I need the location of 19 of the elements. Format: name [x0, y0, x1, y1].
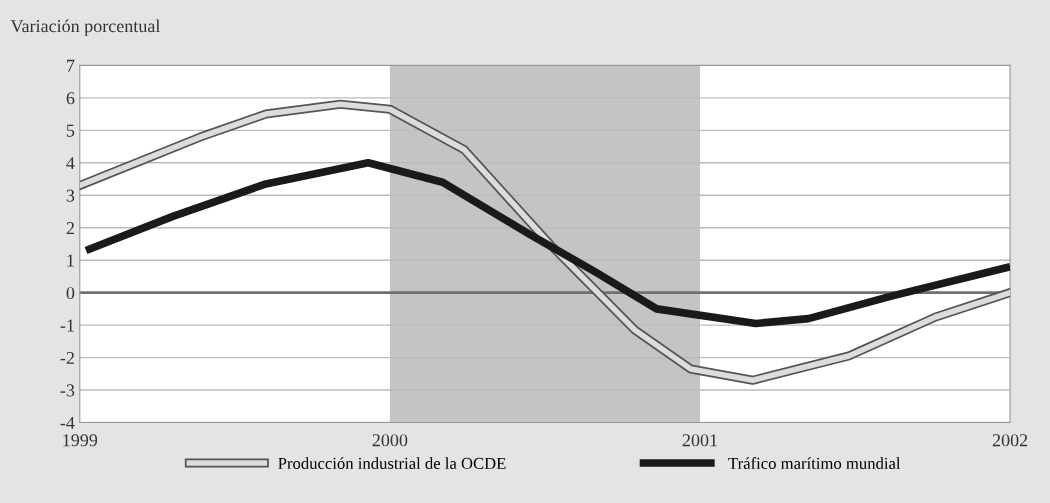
- x-tick-label: 2000: [372, 434, 408, 447]
- x-tick-label: 2002: [992, 434, 1028, 447]
- y-tick-label: 0: [66, 286, 75, 300]
- y-tick-label: 2: [66, 222, 74, 234]
- y-tick-label: -4: [60, 416, 75, 429]
- x-tick-label: 1999: [63, 434, 98, 447]
- legend-label: Producción industrial de la OCDE: [278, 457, 506, 469]
- y-tick-label: 6: [66, 92, 75, 105]
- legend-label: Tráfico marítimo mundial: [728, 457, 901, 469]
- y-axis-title: Variación porcentual: [10, 19, 161, 36]
- y-tick-label: -3: [60, 384, 75, 397]
- y-tick-label: 1: [67, 254, 74, 267]
- y-tick-label: -2: [60, 351, 74, 364]
- y-tick-label: 7: [67, 59, 75, 72]
- y-tick-label: 4: [66, 157, 75, 170]
- y-tick-label: -1: [60, 319, 74, 332]
- y-tick-label: 5: [66, 124, 75, 137]
- y-tick-label: 3: [66, 189, 75, 202]
- x-tick-label: 2001: [682, 434, 717, 447]
